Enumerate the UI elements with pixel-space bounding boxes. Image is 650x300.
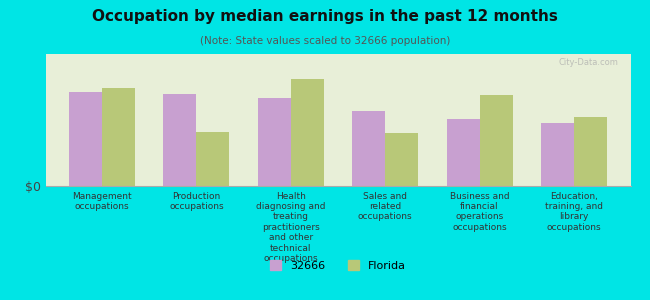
Text: Occupation by median earnings in the past 12 months: Occupation by median earnings in the pas… [92,9,558,24]
Text: City-Data.com: City-Data.com [559,58,619,67]
Bar [352,111,385,186]
Bar [574,117,607,186]
Bar [102,88,135,186]
Bar [69,92,102,186]
Bar [258,98,291,186]
Text: (Note: State values scaled to 32666 population): (Note: State values scaled to 32666 popu… [200,36,450,46]
Bar [291,79,324,186]
Bar [447,119,480,186]
Legend: 32666, Florida: 32666, Florida [266,256,410,275]
Bar [196,132,229,186]
Bar [163,94,196,186]
Bar [541,123,574,186]
Bar [480,95,513,186]
Bar [385,133,418,186]
